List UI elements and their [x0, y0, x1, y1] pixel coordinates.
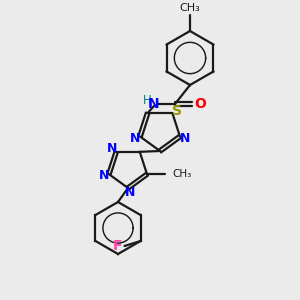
Text: N: N — [148, 97, 160, 111]
Text: N: N — [125, 185, 135, 199]
Text: N: N — [107, 142, 117, 155]
Text: N: N — [130, 132, 140, 145]
Text: N: N — [180, 132, 190, 145]
Text: H: H — [142, 94, 152, 106]
Text: S: S — [172, 104, 182, 118]
Text: F: F — [113, 239, 122, 253]
Text: CH₃: CH₃ — [180, 3, 200, 13]
Text: CH₃: CH₃ — [172, 169, 191, 179]
Text: N: N — [99, 169, 109, 182]
Text: O: O — [194, 97, 206, 111]
